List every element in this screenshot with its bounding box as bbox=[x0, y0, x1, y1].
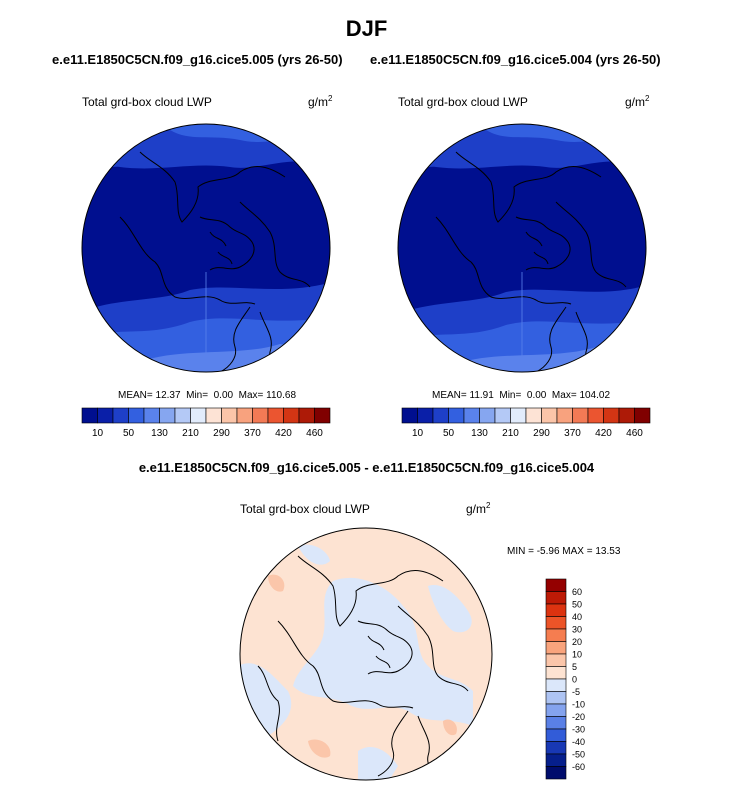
colorbar-right-tick-label: 370 bbox=[564, 428, 581, 439]
diff-stats: MIN = -5.96 MAX = 13.53 bbox=[507, 546, 621, 557]
colorbar-diff-swatch bbox=[545, 616, 567, 630]
colorbar-left-swatch bbox=[128, 407, 145, 424]
colorbar-right-tick-label: 210 bbox=[502, 428, 519, 439]
colorbar-right-swatch bbox=[541, 407, 558, 424]
units-right: g/m2 bbox=[625, 94, 650, 109]
colorbar-right-swatch bbox=[401, 407, 418, 424]
colorbar-right-tick-label: 460 bbox=[626, 428, 643, 439]
colorbar-right-swatch bbox=[587, 407, 604, 424]
diff-panel-label: Total grd-box cloud LWP bbox=[240, 502, 370, 516]
colorbar-diff-tick-label: -20 bbox=[572, 712, 585, 722]
colorbar-diff-tick-label: 20 bbox=[572, 637, 582, 647]
colorbar-diff-tick-label: 50 bbox=[572, 600, 582, 610]
stats-right: MEAN= 11.91 Min= 0.00 Max= 104.02 bbox=[432, 390, 611, 401]
colorbar-left-tick-label: 50 bbox=[123, 428, 135, 439]
colorbar-diff-tick-label: 5 bbox=[572, 662, 577, 672]
case-title-left: e.e11.E1850C5CN.f09_g16.cice5.005 (yrs 2… bbox=[52, 52, 343, 67]
colorbar-left-swatch bbox=[112, 407, 129, 424]
colorbar-right-swatch bbox=[432, 407, 449, 424]
colorbar-left-swatch bbox=[159, 407, 176, 424]
colorbar-diff-swatch bbox=[545, 703, 567, 717]
colorbar-right-swatch bbox=[448, 407, 465, 424]
colorbar-diff-swatch bbox=[545, 578, 567, 592]
colorbar-right-tick-label: 50 bbox=[443, 428, 455, 439]
colorbar-right: 10 50 130 210 290 370 420 460 bbox=[401, 407, 651, 439]
colorbar-diff-swatch bbox=[545, 766, 567, 780]
colorbar-diff-tick-label: -5 bbox=[572, 687, 580, 697]
polar-map-left bbox=[81, 123, 331, 373]
colorbar-diff-swatch bbox=[545, 678, 567, 692]
colorbar-left-swatch bbox=[252, 407, 269, 424]
colorbar-diff-tick-label: -60 bbox=[572, 762, 585, 772]
colorbar-left-swatch bbox=[143, 407, 160, 424]
colorbar-diff-swatch bbox=[545, 728, 567, 742]
colorbar-diff-tick-label: -50 bbox=[572, 750, 585, 760]
colorbar-right-swatch bbox=[572, 407, 589, 424]
colorbar-left-swatch bbox=[190, 407, 207, 424]
colorbar-right-swatch bbox=[634, 407, 651, 424]
colorbar-left-swatch bbox=[97, 407, 114, 424]
colorbar-right-tick-label: 10 bbox=[412, 428, 424, 439]
colorbar-right-swatch bbox=[417, 407, 434, 424]
colorbar-diff-swatch bbox=[545, 641, 567, 655]
colorbar-diff-tick-label: 30 bbox=[572, 625, 582, 635]
colorbar-right-swatch bbox=[618, 407, 635, 424]
colorbar-left-swatch bbox=[267, 407, 284, 424]
colorbar-diff-tick-label: -10 bbox=[572, 700, 585, 710]
colorbar-diff-tick-label: 40 bbox=[572, 612, 582, 622]
diff-units: g/m2 bbox=[466, 501, 491, 516]
colorbar-diff-tick-label: -40 bbox=[572, 737, 585, 747]
colorbar-left-tick-label: 290 bbox=[213, 428, 230, 439]
colorbar-right-swatch bbox=[525, 407, 542, 424]
colorbar-left-tick-label: 130 bbox=[151, 428, 168, 439]
colorbar-left-swatch bbox=[283, 407, 300, 424]
polar-map-diff bbox=[239, 527, 493, 781]
polar-map-right bbox=[397, 123, 647, 373]
colorbar-left-swatch bbox=[174, 407, 191, 424]
colorbar-left-tick-label: 210 bbox=[182, 428, 199, 439]
colorbar-diff-swatch bbox=[545, 591, 567, 605]
colorbar-diff-swatch bbox=[545, 653, 567, 667]
colorbar-left-swatch bbox=[236, 407, 253, 424]
colorbar-right-swatch bbox=[463, 407, 480, 424]
colorbar-left-swatch bbox=[314, 407, 331, 424]
colorbar-right-swatch bbox=[510, 407, 527, 424]
colorbar-diff-swatch bbox=[545, 691, 567, 705]
colorbar-left-swatch bbox=[221, 407, 238, 424]
colorbar-diff-tick-label: 10 bbox=[572, 650, 582, 660]
colorbar-right-swatch bbox=[479, 407, 496, 424]
colorbar-diff-swatch bbox=[545, 716, 567, 730]
stats-left: MEAN= 12.37 Min= 0.00 Max= 110.68 bbox=[118, 390, 297, 401]
colorbar-diff-swatch bbox=[545, 741, 567, 755]
colorbar-diff-tick-label: 0 bbox=[572, 675, 577, 685]
colorbar-right-swatch bbox=[603, 407, 620, 424]
panel-label-right: Total grd-box cloud LWP bbox=[398, 95, 528, 109]
colorbar-left-tick-label: 370 bbox=[244, 428, 261, 439]
colorbar-diff-tick-label: 60 bbox=[572, 587, 582, 597]
panel-label-left: Total grd-box cloud LWP bbox=[82, 95, 212, 109]
colorbar-diff-swatch bbox=[545, 666, 567, 680]
colorbar-left-swatch bbox=[205, 407, 222, 424]
colorbar-right-tick-label: 130 bbox=[471, 428, 488, 439]
colorbar-right-swatch bbox=[556, 407, 573, 424]
colorbar-right-tick-label: 290 bbox=[533, 428, 550, 439]
colorbar-left-swatch bbox=[298, 407, 315, 424]
colorbar-right-tick-label: 420 bbox=[595, 428, 612, 439]
colorbar-diff-swatch bbox=[545, 603, 567, 617]
colorbar-left-tick-label: 10 bbox=[92, 428, 104, 439]
colorbar-left: 10 50 130 210 290 370 420 460 bbox=[81, 407, 331, 439]
case-title-right: e.e11.E1850C5CN.f09_g16.cice5.004 (yrs 2… bbox=[370, 52, 661, 67]
diff-title: e.e11.E1850C5CN.f09_g16.cice5.005 - e.e1… bbox=[138, 460, 595, 475]
colorbar-right-swatch bbox=[494, 407, 511, 424]
colorbar-left-tick-label: 460 bbox=[306, 428, 323, 439]
colorbar-left-swatch bbox=[81, 407, 98, 424]
colorbar-diff-swatch bbox=[545, 628, 567, 642]
colorbar-diff-tick-label: -30 bbox=[572, 725, 585, 735]
colorbar-left-tick-label: 420 bbox=[275, 428, 292, 439]
units-left: g/m2 bbox=[308, 94, 333, 109]
colorbar-diff-swatch bbox=[545, 753, 567, 767]
main-title: DJF bbox=[345, 16, 388, 41]
